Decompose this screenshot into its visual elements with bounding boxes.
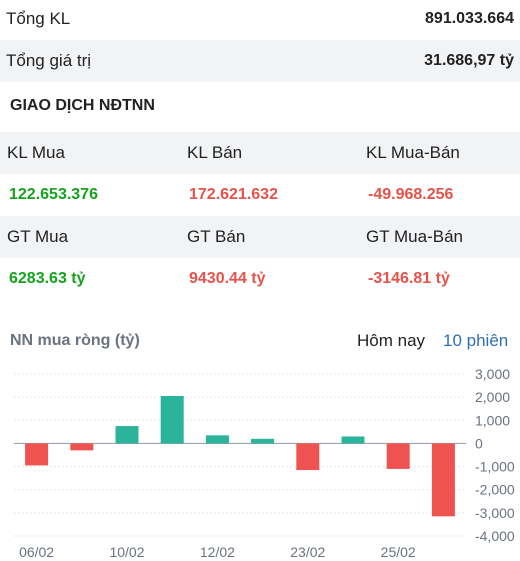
bar[interactable]	[386, 443, 410, 469]
tab-today[interactable]: Hôm nay	[357, 331, 426, 350]
y-tick-label: 1,000	[475, 412, 510, 428]
x-tick-label: 06/02	[19, 544, 54, 560]
total-value-value: 31.686,97 tỷ	[424, 52, 514, 69]
bar[interactable]	[115, 426, 139, 444]
total-volume-row: Tổng KL 891.033.664	[0, 0, 520, 38]
net-buy-bar-chart: 3,000 2,000 1,000 0 -1,000 -2,000 -3,000 -4,000…	[14, 366, 515, 560]
total-value-row: Tổng giá trị 31.686,97 tỷ	[0, 40, 520, 82]
net-value-header: GT Mua-Bán	[366, 227, 464, 246]
y-tick-label: -4,000	[475, 528, 515, 544]
total-volume-value: 891.033.664	[425, 10, 514, 27]
x-tick-label: 10/02	[109, 544, 144, 560]
bar[interactable]	[251, 438, 275, 444]
y-tick-label: 3,000	[475, 366, 510, 382]
net-value-value: -3146.81 tỷ	[368, 270, 450, 287]
bar[interactable]	[296, 443, 320, 471]
bar[interactable]	[160, 395, 184, 444]
total-value-label: Tổng giá trị	[6, 51, 92, 70]
y-tick-label: -1,000	[475, 459, 515, 475]
net-volume-value: -49.968.256	[368, 186, 454, 203]
buy-volume-header: KL Mua	[7, 143, 65, 162]
x-tick-label: 25/02	[381, 544, 416, 560]
bar[interactable]	[70, 443, 94, 451]
volume-header-row: KL Mua KL Bán KL Mua-Bán	[0, 132, 520, 174]
sell-volume-header: KL Bán	[187, 143, 243, 162]
y-tick-label: -3,000	[475, 505, 515, 521]
net-volume-header: KL Mua-Bán	[366, 143, 460, 162]
sell-value-header: GT Bán	[187, 227, 246, 246]
total-volume-label: Tổng KL	[6, 9, 71, 28]
sell-volume-value: 172.621.632	[189, 186, 278, 203]
bar[interactable]	[205, 435, 229, 444]
bar[interactable]	[25, 443, 49, 466]
y-tick-label: -2,000	[475, 482, 515, 498]
y-tick-label: 0	[475, 435, 483, 451]
x-tick-label: 23/02	[290, 544, 325, 560]
tab-10-sessions[interactable]: 10 phiên	[443, 331, 509, 350]
bar[interactable]	[341, 436, 365, 444]
buy-volume-value: 122.653.376	[9, 186, 98, 203]
value-header-row: GT Mua GT Bán GT Mua-Bán	[0, 216, 520, 258]
net-buy-chart-title: NN mua ròng (tỷ)	[10, 332, 140, 349]
bar[interactable]	[431, 443, 455, 517]
foreign-trading-title: GIAO DỊCH NĐTNN	[10, 97, 155, 114]
buy-value-header: GT Mua	[7, 227, 69, 246]
sell-value-value: 9430.44 tỷ	[189, 270, 266, 287]
y-tick-label: 2,000	[475, 389, 510, 405]
value-values-row: 6283.63 tỷ 9430.44 tỷ -3146.81 tỷ	[0, 258, 520, 300]
x-tick-label: 12/02	[200, 544, 235, 560]
buy-value-value: 6283.63 tỷ	[9, 270, 86, 287]
volume-values-row: 122.653.376 172.621.632 -49.968.256	[0, 174, 520, 216]
